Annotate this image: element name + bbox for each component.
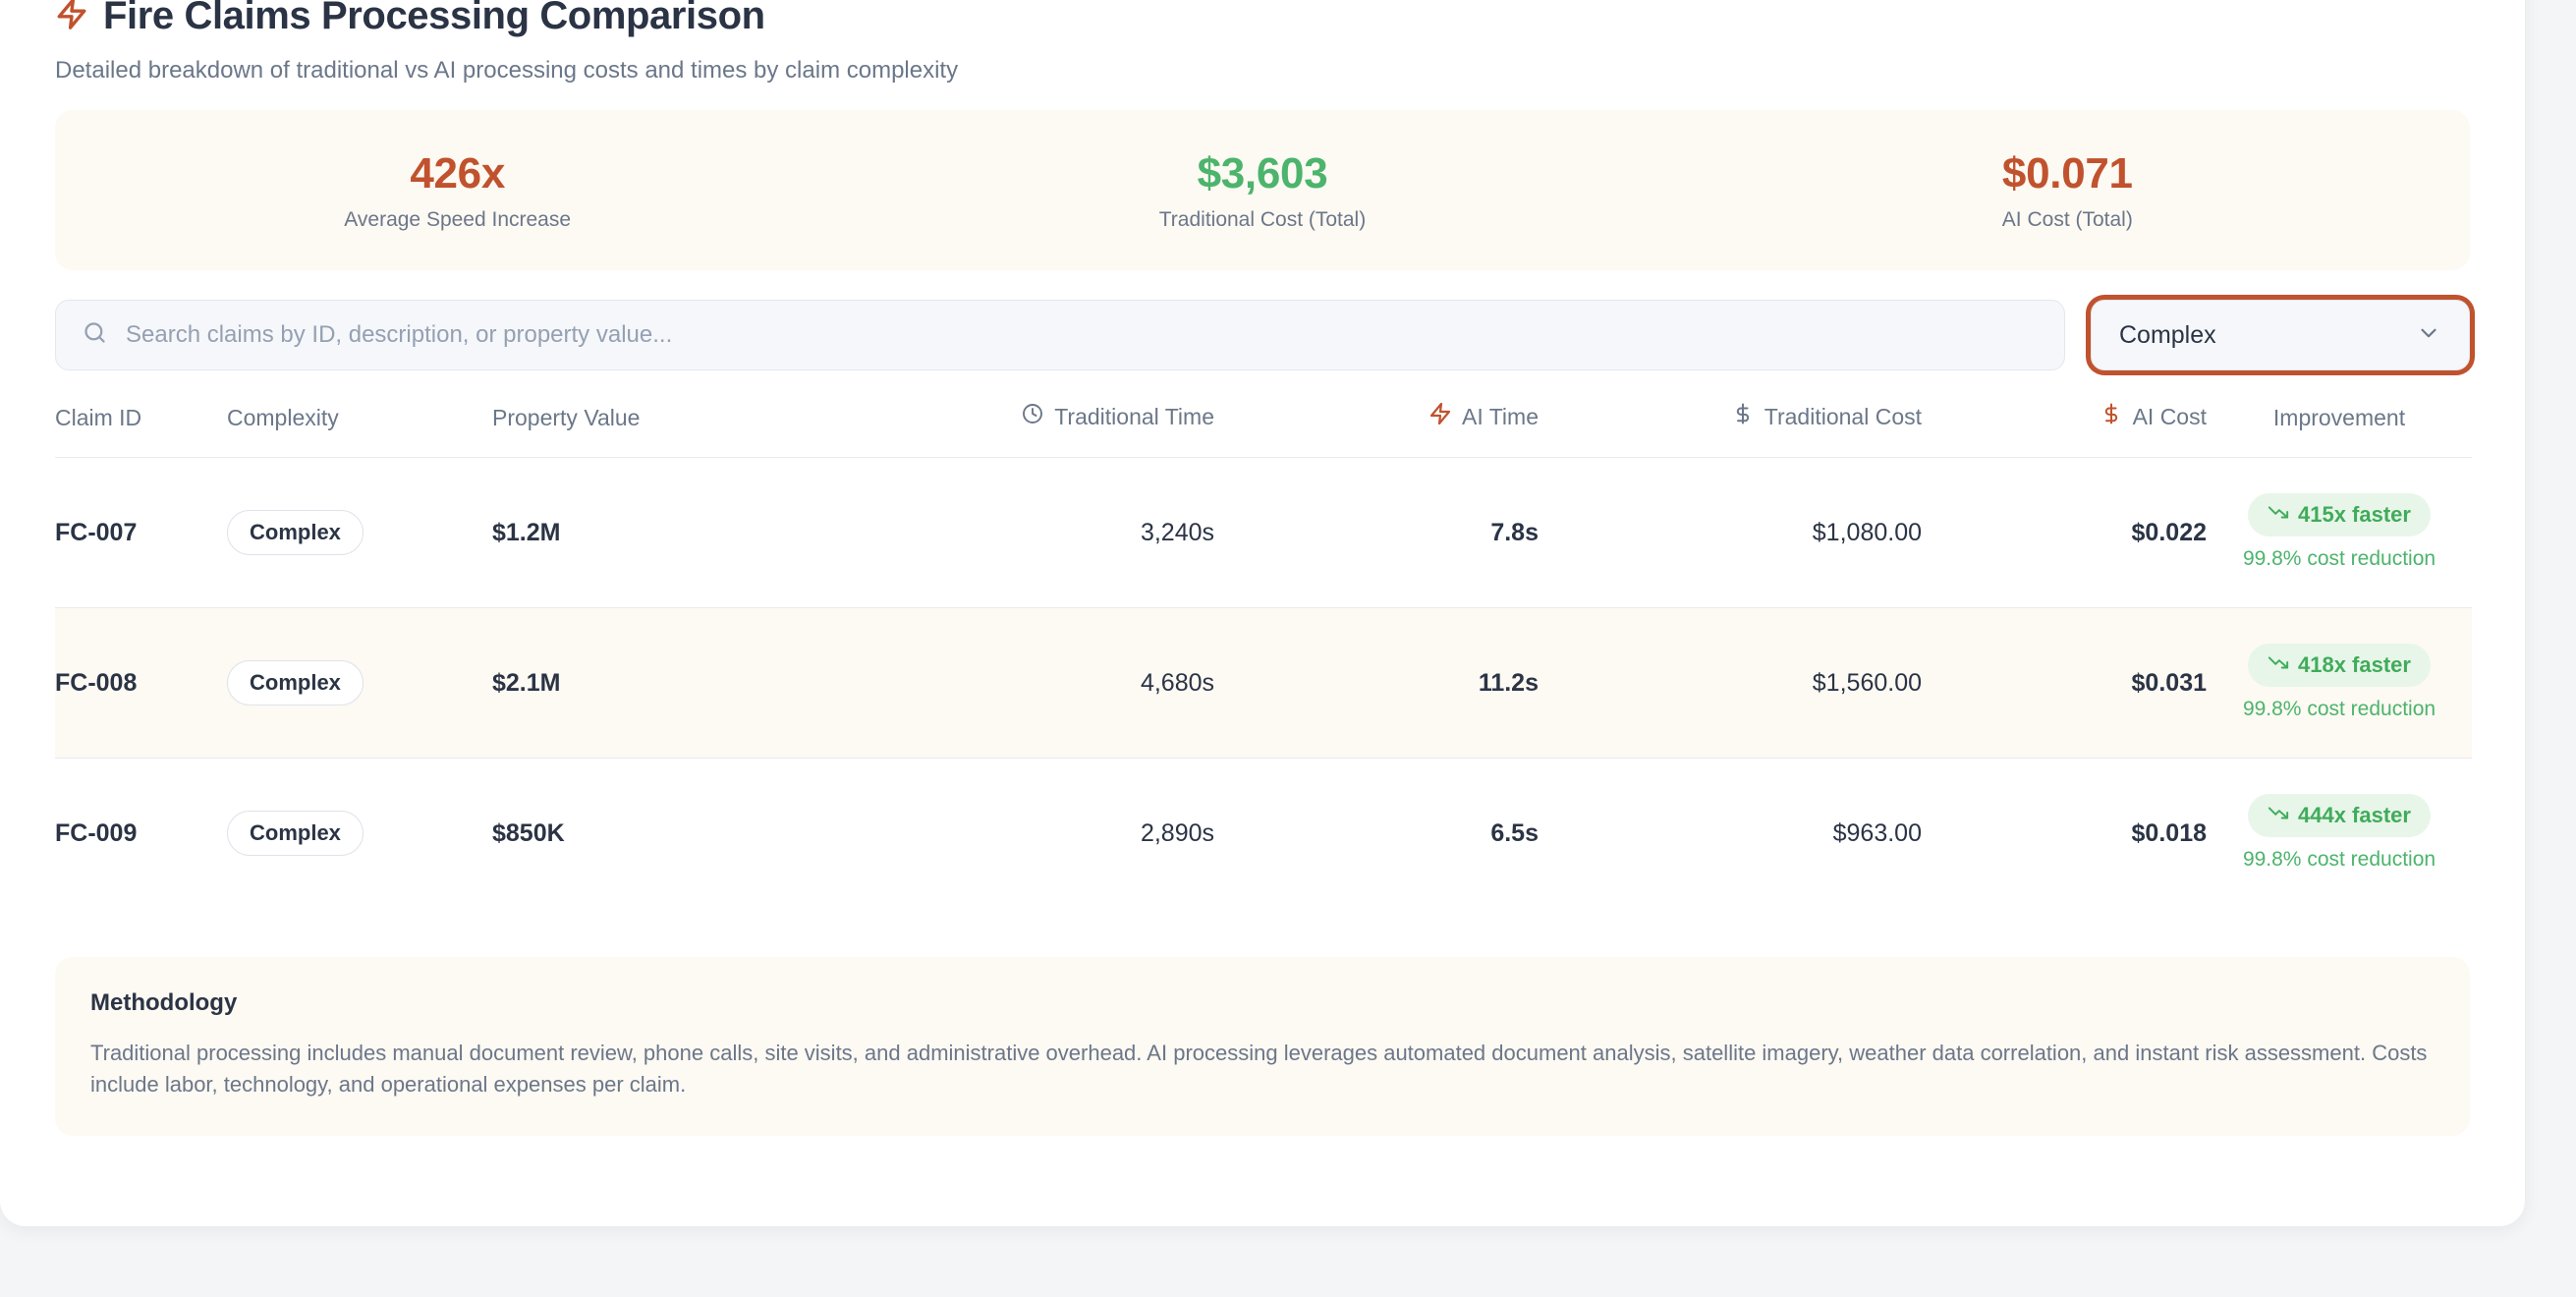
claim-id-text: FC-007 [55,518,138,546]
table-header: Claim ID Complexity Property Value [55,402,2472,458]
cell-claim-id: FC-007 [55,458,227,608]
table-body: FC-007 Complex $1.2M 3,240s 7.8s $1,080.… [55,457,2472,909]
trending-down-icon [2268,501,2289,529]
column-label: Complexity [227,405,339,430]
improvement-text: 415x faster [2298,502,2411,527]
improvement-badge: 418x faster [2248,644,2431,687]
cell-complexity: Complex [227,608,492,759]
dollar-icon [1731,402,1755,431]
column-header-ai-cost[interactable]: AI Cost [1922,402,2207,458]
column-label: Traditional Time [1054,403,1214,429]
cell-ai-cost: $0.031 [2131,668,2207,697]
search-input[interactable] [126,301,2039,369]
stat-label: Traditional Cost (Total) [1158,207,1367,231]
complexity-filter-value: Complex [2119,320,2216,349]
complexity-filter-select[interactable]: Complex [2091,300,2470,370]
stat-label: AI Cost (Total) [2001,207,2133,231]
cell-ai-time: 6.5s [1490,818,1539,847]
column-label: AI Cost [2132,403,2207,429]
table-row[interactable]: FC-008 Complex $2.1M 4,680s 11.2s $1,560… [55,607,2472,759]
property-value-text: $1.2M [492,518,561,546]
column-label: Traditional Cost [1764,403,1922,429]
cell-traditional-cost: $1,080.00 [1812,518,1922,546]
complexity-badge: Complex [227,811,364,856]
methodology-panel: Methodology Traditional processing inclu… [55,957,2470,1136]
improvement-badge: 444x faster [2248,794,2431,837]
stat-ai-cost-total: $0.071 AI Cost (Total) [1665,147,2470,234]
cell-complexity: Complex [227,759,492,909]
column-header-claim-id[interactable]: Claim ID [55,402,227,458]
cell-claim-id: FC-008 [55,608,227,759]
claims-comparison-card: Fire Claims Processing Comparison Detail… [0,0,2525,1226]
cell-improvement: 444x faster 99.8% cost reduction [2207,759,2472,909]
summary-stats: 426x Average Speed Increase $3,603 Tradi… [55,110,2470,270]
methodology-text: Traditional processing includes manual d… [90,1041,2428,1097]
table-header-row: Claim ID Complexity Property Value [55,402,2472,458]
cell-ai-cost: $0.018 [2131,818,2207,847]
cell-traditional-time: 4,680s [1140,668,1214,697]
column-label: AI Time [1462,403,1539,429]
title-row: Fire Claims Processing Comparison [55,0,2470,43]
cell-property-value: $2.1M [492,608,861,759]
cell-ai-time: 7.8s [1490,518,1539,546]
column-header-property-value[interactable]: Property Value [492,402,861,458]
cell-traditional-time: 2,890s [1140,818,1214,847]
trending-down-icon [2268,802,2289,829]
column-label: Improvement [2272,405,2406,430]
claim-id-text: FC-008 [55,668,138,697]
complexity-badge: Complex [227,510,364,555]
improvement-text: 418x faster [2298,652,2411,677]
search-filter-row: Complex [55,300,2470,370]
methodology-title: Methodology [90,989,238,1016]
column-header-improvement[interactable]: Improvement [2207,402,2472,458]
column-header-traditional-cost[interactable]: Traditional Cost [1539,402,1922,458]
cell-improvement: 418x faster 99.8% cost reduction [2207,608,2472,759]
column-header-complexity[interactable]: Complexity [227,402,492,458]
cell-property-value: $1.2M [492,458,861,608]
table-row[interactable]: FC-009 Complex $850K 2,890s 6.5s $963.00… [55,758,2472,909]
claim-id-text: FC-009 [55,818,138,847]
column-label: Claim ID [55,405,142,430]
table-row[interactable]: FC-007 Complex $1.2M 3,240s 7.8s $1,080.… [55,457,2472,608]
zap-icon [1428,402,1452,431]
zap-icon [55,0,88,38]
trending-down-icon [2268,651,2289,679]
improvement-text: 444x faster [2298,803,2411,827]
cell-ai-time: 11.2s [1478,668,1539,697]
cost-reduction-text: 99.8% cost reduction [2242,547,2436,570]
stat-value: $3,603 [1197,148,1328,197]
cell-improvement: 415x faster 99.8% cost reduction [2207,458,2472,608]
page-subtitle: Detailed breakdown of traditional vs AI … [55,57,959,84]
search-icon [82,319,108,351]
card-header: Fire Claims Processing Comparison Detail… [55,0,2470,86]
stat-label: Average Speed Increase [344,207,572,231]
stat-value: 426x [410,148,505,197]
dollar-icon-orange [2100,402,2123,431]
stat-average-speed-increase: 426x Average Speed Increase [55,147,860,234]
cost-reduction-text: 99.8% cost reduction [2242,848,2436,871]
clock-icon [1021,402,1044,431]
page-title: Fire Claims Processing Comparison [103,0,765,37]
cell-property-value: $850K [492,759,861,909]
chevron-down-icon [2416,320,2441,351]
column-header-traditional-time[interactable]: Traditional Time [861,402,1214,458]
cell-traditional-cost: $1,560.00 [1812,668,1922,697]
property-value-text: $850K [492,818,565,847]
column-header-ai-time[interactable]: AI Time [1214,402,1539,458]
cell-claim-id: FC-009 [55,759,227,909]
cost-reduction-text: 99.8% cost reduction [2242,698,2436,720]
stat-traditional-cost-total: $3,603 Traditional Cost (Total) [860,147,1664,234]
column-label: Property Value [492,405,641,430]
property-value-text: $2.1M [492,668,561,697]
claims-table: Claim ID Complexity Property Value [55,402,2472,908]
improvement-badge: 415x faster [2248,493,2431,536]
cell-complexity: Complex [227,458,492,608]
cell-traditional-time: 3,240s [1140,518,1214,546]
cell-traditional-cost: $963.00 [1832,818,1922,847]
cell-ai-cost: $0.022 [2131,518,2207,546]
search-box[interactable] [55,300,2065,370]
complexity-badge: Complex [227,660,364,705]
stat-value: $0.071 [2001,148,2133,197]
